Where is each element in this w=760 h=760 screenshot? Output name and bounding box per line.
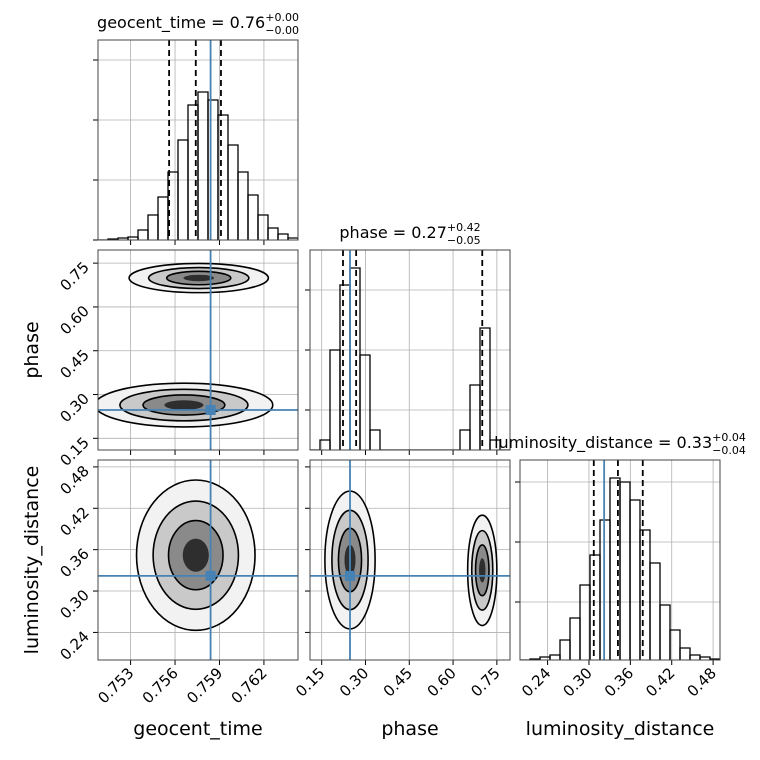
hist-bin: [339, 284, 351, 450]
hist-bin: [197, 91, 209, 240]
x-tick-label: 0.756: [139, 664, 182, 707]
hist-bin: [459, 429, 471, 450]
x-tick-label: 0.753: [94, 664, 137, 707]
x-axis-label: geocent_time: [133, 718, 262, 740]
hist-bin: [277, 233, 289, 240]
x-tick-label: 0.75: [467, 664, 503, 700]
x-tick-label: 0.48: [684, 664, 720, 700]
x-tick-label: 0.762: [228, 664, 271, 707]
hist-bin: [257, 214, 269, 240]
x-axis-label: luminosity_distance: [526, 718, 715, 740]
density-contour: [182, 538, 209, 572]
hist-bin: [137, 229, 149, 240]
histogram: [310, 250, 510, 450]
title-minus: −0.05: [447, 234, 481, 247]
axes-frame: [519, 459, 721, 661]
histogram: [520, 460, 720, 660]
y-tick-label: 0.45: [56, 346, 92, 382]
title-main: geocent_time = 0.76: [97, 13, 265, 33]
truth-point: [205, 570, 216, 581]
density: [98, 460, 298, 660]
x-axis-label: phase: [381, 718, 438, 740]
hist-bin: [659, 604, 671, 660]
hist-bin: [479, 327, 491, 450]
hist-bin: [287, 237, 298, 240]
hist-bin: [207, 99, 219, 240]
y-tick-label: 0.60: [56, 302, 92, 338]
x-tick-label: 0.30: [336, 664, 372, 700]
hist-bin: [147, 214, 159, 240]
hist-bin: [359, 354, 371, 450]
y-axis-label: luminosity_distance: [21, 466, 43, 655]
density: [310, 460, 510, 660]
title-plus: +0.42: [447, 221, 481, 234]
y-tick-label: 0.36: [56, 545, 92, 581]
hist-bin: [649, 562, 661, 660]
x-tick-label: 0.24: [518, 664, 554, 700]
y-tick-label: 0.15: [56, 433, 92, 469]
y-tick-label: 0.24: [56, 628, 92, 664]
hist-bin: [157, 196, 169, 240]
truth-point: [205, 405, 216, 415]
axes-frame: [97, 459, 299, 661]
hist-bin: [329, 349, 341, 450]
truth-point: [345, 570, 355, 581]
hist-bin: [579, 584, 591, 660]
title-plus: +0.00: [265, 11, 299, 24]
axes-frame: [309, 249, 511, 451]
hist-bin: [369, 429, 381, 450]
density-contour: [479, 558, 486, 583]
hist-bin: [267, 227, 279, 240]
title-minus: −0.00: [265, 24, 299, 37]
axes-frame: [97, 249, 299, 451]
hist-bin: [669, 629, 681, 660]
x-tick-label: 0.30: [559, 664, 595, 700]
hist-bin: [469, 384, 481, 450]
hist-bin: [639, 529, 651, 660]
hist-bin: [237, 171, 249, 240]
x-tick-label: 0.60: [424, 664, 460, 700]
axes-frame: [309, 459, 511, 661]
y-tick-label: 0.48: [56, 462, 92, 498]
hist-bin: [689, 654, 701, 660]
hist-bin: [679, 647, 691, 660]
y-tick-label: 0.75: [56, 258, 92, 294]
y-tick-label: 0.30: [56, 586, 92, 622]
y-tick-label: 0.30: [56, 390, 92, 426]
title-main: luminosity_distance = 0.33: [494, 433, 712, 453]
hist-bin: [619, 481, 631, 660]
x-tick-label: 0.42: [642, 664, 678, 700]
axes-frame: [97, 39, 299, 241]
hist-bin: [629, 499, 641, 660]
hist-bin: [349, 267, 361, 450]
panel-title: geocent_time = 0.76+0.00 −0.00: [97, 11, 299, 37]
x-tick-label: 0.36: [601, 664, 637, 700]
density: [98, 250, 298, 450]
hist-bin: [489, 439, 501, 450]
histogram: [98, 40, 298, 240]
density-contour: [164, 400, 204, 410]
y-tick-label: 0.42: [56, 503, 92, 539]
hist-bin: [589, 554, 601, 660]
y-axis-label: phase: [21, 321, 43, 378]
x-tick-label: 0.15: [292, 664, 328, 700]
hist-bin: [559, 639, 571, 660]
density-contour: [183, 274, 215, 282]
panel-title: phase = 0.27+0.42 −0.05: [339, 221, 480, 247]
hist-bin: [227, 144, 239, 240]
title-main: phase = 0.27: [339, 223, 446, 242]
title-minus: −0.04: [712, 444, 746, 457]
hist-bin: [177, 139, 189, 240]
title-plus: +0.04: [712, 431, 746, 444]
x-tick-label: 0.45: [380, 664, 416, 700]
hist-bin: [247, 194, 259, 240]
hist-bin: [569, 617, 581, 660]
x-tick-label: 0.759: [183, 664, 226, 707]
hist-bin: [549, 654, 561, 660]
panel-title: luminosity_distance = 0.33+0.04 −0.04: [494, 431, 746, 457]
